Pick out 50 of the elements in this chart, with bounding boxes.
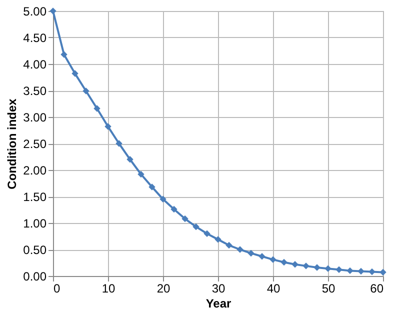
y-tick-label: 2.50: [23, 137, 47, 151]
x-tick-label: 20: [156, 282, 170, 296]
point: [170, 206, 178, 213]
point: [72, 70, 78, 77]
point: [126, 156, 134, 163]
x-tick-label: 50: [322, 282, 336, 296]
x-tick-label: 30: [212, 282, 226, 296]
y-tick-label: 2.00: [23, 164, 47, 178]
y-tick-label: 3.00: [23, 110, 47, 124]
y-tick-label: 4.50: [23, 31, 47, 45]
point: [104, 123, 112, 130]
point: [302, 262, 310, 270]
point: [138, 170, 144, 178]
point: [226, 242, 232, 249]
point: [60, 51, 68, 58]
point: [236, 246, 244, 253]
point: [248, 250, 254, 257]
point: [148, 184, 156, 190]
point: [280, 258, 288, 266]
y-tick-label: 1.00: [23, 216, 47, 230]
y-tick-label: 1.50: [23, 190, 47, 204]
point: [116, 140, 122, 147]
point: [346, 267, 354, 274]
x-tick-label: 0: [54, 282, 60, 296]
point: [258, 253, 266, 260]
x-tick-label: 60: [370, 282, 384, 296]
point: [292, 260, 298, 268]
point: [324, 265, 332, 272]
point: [380, 268, 386, 276]
y-axis-title: Condition index: [5, 98, 20, 190]
point: [270, 256, 276, 263]
point: [314, 264, 320, 271]
y-tick-label: 4.00: [23, 58, 47, 72]
point: [368, 268, 376, 276]
point: [192, 223, 200, 230]
x-tick-label: 40: [266, 282, 280, 296]
point: [182, 215, 188, 222]
y-tick-label: 5.00: [23, 4, 47, 18]
point: [160, 196, 166, 203]
y-tick-label: 0.50: [23, 243, 47, 257]
point: [358, 268, 364, 275]
x-axis-title: Year: [206, 296, 232, 310]
x-tick-label: 10: [102, 282, 116, 296]
y-tick-label: 3.50: [23, 84, 47, 98]
y-tick-label: 0.00: [23, 270, 47, 284]
point: [94, 105, 100, 112]
point: [336, 266, 342, 273]
point: [204, 230, 210, 237]
point: [82, 88, 90, 94]
point: [214, 236, 222, 243]
